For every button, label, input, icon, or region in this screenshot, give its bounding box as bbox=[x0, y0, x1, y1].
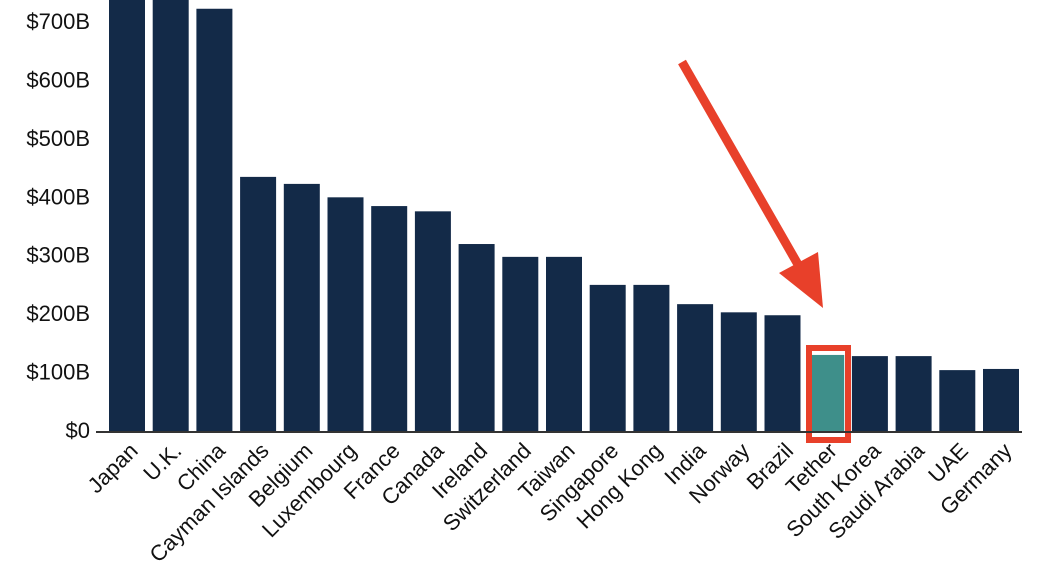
bar bbox=[895, 356, 932, 432]
y-tick-label: $700B bbox=[26, 9, 90, 34]
bar bbox=[589, 284, 626, 432]
bar bbox=[414, 211, 451, 432]
arrow-head bbox=[779, 252, 823, 308]
bar bbox=[196, 8, 233, 432]
bar bbox=[720, 312, 757, 432]
y-tick-label: $400B bbox=[26, 184, 90, 209]
bar bbox=[240, 176, 277, 432]
y-tick-label: $600B bbox=[26, 68, 90, 93]
y-tick-label: $200B bbox=[26, 301, 90, 326]
bar bbox=[458, 244, 495, 432]
arrow-shaft bbox=[678, 59, 804, 271]
bar bbox=[677, 304, 714, 432]
bar bbox=[152, 0, 189, 432]
x-tick-label: Japan bbox=[83, 438, 143, 498]
bar bbox=[327, 197, 364, 432]
bar bbox=[764, 315, 801, 432]
highlight-box bbox=[806, 345, 851, 443]
y-tick-label: $300B bbox=[26, 243, 90, 268]
y-tick-label: $100B bbox=[26, 359, 90, 384]
y-tick-label: $0 bbox=[66, 418, 90, 443]
bar bbox=[502, 256, 539, 432]
bar bbox=[939, 370, 976, 432]
bar bbox=[851, 356, 888, 432]
bars bbox=[109, 0, 1019, 432]
bar bbox=[109, 0, 145, 432]
bar bbox=[283, 183, 320, 432]
bar bbox=[546, 256, 582, 432]
bar bbox=[633, 284, 670, 432]
y-tick-label: $500B bbox=[26, 126, 90, 151]
bar bbox=[808, 354, 845, 432]
bar bbox=[983, 368, 1019, 432]
bar bbox=[371, 206, 408, 432]
